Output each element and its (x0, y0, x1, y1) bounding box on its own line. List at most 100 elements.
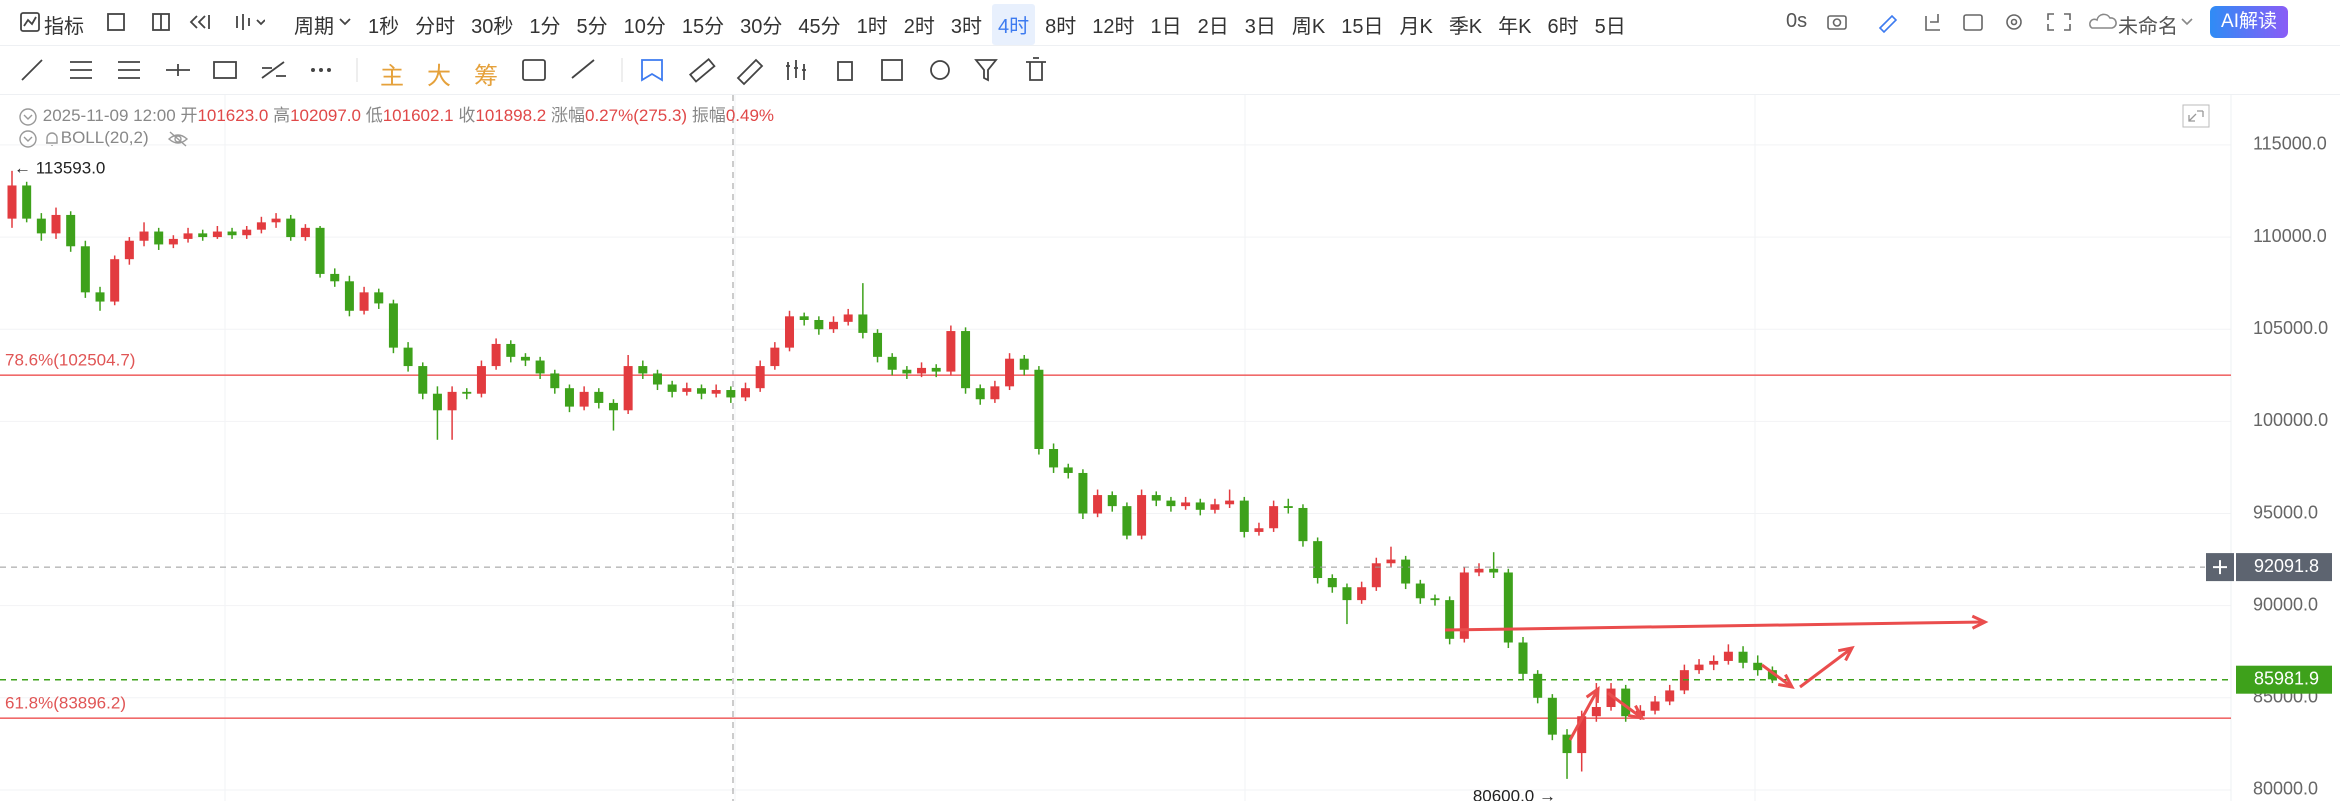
period-option[interactable]: 4时 (992, 4, 1036, 45)
icon[interactable] (236, 14, 265, 30)
tool-icon[interactable] (213, 61, 237, 79)
tool-icon[interactable] (166, 64, 190, 76)
period-option[interactable]: 分时 (415, 16, 456, 38)
candle-body (491, 343, 501, 367)
candle-body (36, 218, 46, 234)
period-option[interactable]: 周K (1291, 16, 1326, 38)
chart-mode[interactable]: 筹 (474, 63, 498, 90)
period-option[interactable]: 2日 (1197, 16, 1229, 38)
period-option[interactable]: 10分 (623, 16, 666, 38)
candle-body (1547, 697, 1557, 735)
period-option[interactable]: 3日 (1244, 16, 1276, 38)
period-option[interactable]: 1分 (529, 16, 561, 38)
icon[interactable] (107, 13, 125, 31)
period-option[interactable]: 5分 (576, 16, 608, 38)
arrow-line (1444, 620, 1986, 632)
period-option[interactable]: 年K (1498, 16, 1532, 38)
candle-body (829, 321, 839, 330)
period-option[interactable]: 月K (1399, 16, 1433, 38)
candle-body (66, 214, 76, 247)
candle-body (887, 356, 897, 370)
info-value: 101623.0 (197, 106, 269, 125)
period-option[interactable]: 5日 (1594, 16, 1626, 38)
period-option[interactable]: 15日 (1341, 16, 1384, 38)
period-option[interactable]: 1日 (1150, 16, 1182, 38)
candle-body (1738, 651, 1748, 663)
tool-icon[interactable] (641, 59, 663, 82)
candle-body (550, 373, 560, 389)
period-option[interactable]: 6时 (1547, 16, 1579, 38)
period-option[interactable]: 45分 (798, 16, 841, 38)
icon[interactable] (1878, 14, 1898, 34)
tool-icon[interactable] (837, 61, 853, 81)
icon[interactable] (189, 15, 210, 29)
candle-body (154, 231, 164, 245)
last-price-box (2236, 665, 2332, 694)
collapse-icon[interactable] (18, 129, 38, 149)
candle-body (564, 388, 574, 407)
hide-icon[interactable] (167, 130, 189, 148)
layout-name[interactable]: 未命名 (2118, 16, 2178, 38)
period-option[interactable]: 30秒 (471, 16, 514, 38)
candle-body (931, 367, 941, 372)
candle-body (1621, 688, 1631, 717)
period-option[interactable]: 30分 (740, 16, 783, 38)
tool-icon[interactable] (70, 61, 92, 79)
icon[interactable] (1963, 14, 1983, 31)
candle-body (696, 388, 706, 394)
icon[interactable] (1925, 14, 1940, 31)
candle-body (1562, 734, 1572, 754)
period-option[interactable]: 8时 (1045, 16, 1077, 38)
period-option[interactable]: 1时 (856, 16, 888, 38)
tool-icon[interactable] (1026, 57, 1046, 81)
candle-body (1210, 504, 1220, 510)
tool-icon[interactable] (786, 60, 806, 80)
icon[interactable] (2088, 13, 2117, 29)
icon[interactable] (2047, 13, 2071, 31)
indicator-icon[interactable] (20, 12, 40, 32)
period-option[interactable]: 季K (1448, 16, 1483, 38)
period-button[interactable]: 周期 (294, 16, 334, 38)
period-option[interactable]: 1秒 (368, 16, 400, 38)
candle-body (1357, 587, 1367, 601)
period-option[interactable]: 12时 (1092, 16, 1135, 38)
icon[interactable] (1827, 15, 1847, 30)
y-tick-label: 110000.0 (2253, 226, 2327, 246)
chart-mode[interactable]: 主 (380, 63, 404, 90)
candle-body (1474, 568, 1484, 573)
candle-body (462, 391, 472, 394)
info-label: 低 (365, 106, 383, 125)
candle-body (139, 231, 149, 241)
fib-label: 78.6%(102504.7) (5, 351, 135, 370)
ai-button[interactable]: AI解读 (2210, 6, 2288, 38)
period-option[interactable]: 2时 (903, 16, 935, 38)
tool-icon[interactable] (261, 61, 286, 79)
period-option[interactable]: 3时 (950, 16, 982, 38)
collapse-icon[interactable] (18, 107, 38, 127)
alert-icon[interactable] (43, 130, 61, 148)
top-toolbar: 指标 周期 1秒 分时 30秒 1分 5分 10分 15分 30分 45分 1时 2时 3时 4时 8时 1… (0, 0, 2340, 46)
tool-icon[interactable] (930, 60, 950, 80)
indicator-name[interactable]: BOLL(20,2) (60, 128, 149, 147)
candle-body (1430, 598, 1440, 601)
tool-icon[interactable] (571, 59, 595, 79)
tool-icon[interactable] (688, 57, 716, 83)
tool-icon[interactable] (21, 59, 43, 81)
candle-body (1298, 507, 1308, 542)
candle-body (1019, 358, 1029, 370)
drawing-toolbar: 主 大 筹 (0, 46, 2340, 95)
icon[interactable] (2006, 14, 2022, 30)
period-option[interactable]: 15分 (681, 16, 725, 38)
arrow-line (1568, 688, 1600, 741)
chart-mode[interactable]: 大 (427, 63, 451, 90)
tool-icon[interactable] (522, 59, 546, 81)
indicator-button[interactable]: 指标 (44, 16, 84, 38)
tool-icon[interactable] (974, 59, 998, 82)
candle-body (359, 292, 369, 311)
tool-icon[interactable] (881, 59, 903, 81)
tool-icon[interactable] (736, 58, 764, 86)
tool-icon[interactable] (118, 61, 140, 79)
y-tick-label: 90000.0 (2253, 594, 2318, 614)
candle-body (51, 214, 61, 234)
fullscreen-icon[interactable] (2182, 104, 2210, 128)
